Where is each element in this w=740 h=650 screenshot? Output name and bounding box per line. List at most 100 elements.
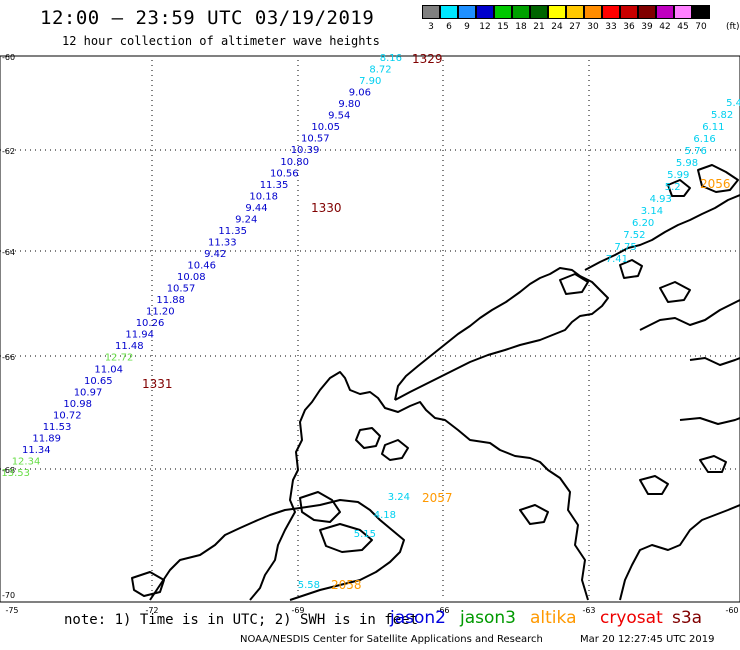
longitude-label: -72 — [145, 606, 158, 615]
wave-height-label: 6.11 — [702, 122, 724, 133]
legend-label: 15 — [497, 22, 509, 32]
wave-height-label: 10.56 — [270, 168, 299, 179]
pass-time-label: 1331 — [142, 377, 173, 391]
east-coastline-4 — [679, 417, 740, 425]
satellite-label-s3a: s3a — [672, 608, 703, 628]
legend-label: 70 — [695, 22, 707, 32]
wave-height-label: 10.39 — [291, 145, 320, 156]
island-coastline-5 — [131, 571, 165, 597]
wave-height-label: 3.14 — [641, 206, 663, 217]
legend-label: 39 — [641, 22, 653, 32]
satellite-label-cryosat: cryosat — [600, 608, 663, 628]
wave-height-label: 10.65 — [84, 376, 113, 387]
legend-swatch — [566, 5, 584, 19]
wave-height-label: 10.08 — [177, 272, 206, 283]
island-coastline-8 — [699, 455, 727, 473]
legend-label: 24 — [551, 22, 563, 32]
wave-height-label: 10.80 — [280, 157, 309, 168]
timestamp-text: Mar 20 12:27:45 UTC 2019 — [580, 634, 715, 645]
wave-height-label: 11.48 — [115, 341, 144, 352]
longitude-label: -60 — [725, 606, 738, 615]
wave-height-label: 9.80 — [338, 99, 360, 110]
island-coastline-10 — [667, 179, 691, 197]
legend-swatch — [494, 5, 512, 19]
latitude-label: -60 — [2, 53, 15, 62]
longitude-labels: -75 -72 -69 -66 -63 -60 — [5, 606, 738, 615]
legend-swatch — [656, 5, 674, 19]
island-coastline-9 — [697, 164, 739, 193]
wave-height-label: 10.72 — [53, 410, 82, 421]
pass-time-label: 1329 — [412, 52, 443, 66]
island-coastline-7 — [639, 475, 669, 495]
east-coastline-1 — [619, 504, 740, 601]
wave-height-label: 9.42 — [204, 249, 226, 260]
wave-height-label: 11.34 — [22, 445, 51, 456]
longitude-label: -63 — [582, 606, 595, 615]
latitude-label: -68 — [2, 466, 15, 475]
legend-label: 3 — [428, 22, 434, 32]
wave-height-label: 11.04 — [94, 364, 123, 375]
coastline — [131, 164, 740, 601]
footer-note: note: 1) Time is in UTC; 2) SWH is in fe… — [64, 612, 419, 628]
longitude-label: -75 — [5, 606, 18, 615]
latitude-label: -66 — [2, 353, 15, 362]
legend-label: 36 — [623, 22, 635, 32]
legend-swatch — [476, 5, 494, 19]
map-title: 12:00 – 23:59 UTC 03/19/2019 — [40, 7, 375, 29]
legend-swatch — [512, 5, 530, 19]
east-coastline-2 — [639, 299, 740, 331]
wave-height-label: 8.16 — [380, 53, 402, 64]
south-shetland-coastline — [584, 194, 740, 271]
satellite-label-jason2: jason2 — [390, 608, 446, 628]
map-subtitle: 12 hour collection of altimeter wave hei… — [62, 34, 380, 48]
wave-height-label: 5.15 — [354, 529, 376, 540]
latitude-label: -62 — [2, 147, 15, 156]
legend-swatch — [440, 5, 458, 19]
island-coastline-1 — [355, 427, 381, 449]
wave-height-label: 12.34 — [12, 456, 41, 467]
wave-height-label: 11.94 — [125, 330, 154, 341]
wave-height-label: 11.35 — [218, 226, 247, 237]
island-coastline-11 — [619, 259, 643, 279]
pass-time-label: 1330 — [311, 201, 342, 215]
wave-height-label: 4.18 — [374, 510, 396, 521]
wave-height-label: 9.24 — [235, 214, 257, 225]
legend-swatch — [530, 5, 548, 19]
credits-text: NOAA/NESDIS Center for Satellite Applica… — [240, 634, 543, 645]
legend-swatch — [674, 5, 692, 19]
wave-height-label: 5.99 — [667, 170, 689, 181]
wave-height-label: 11.89 — [32, 433, 61, 444]
longitude-label: -69 — [291, 606, 304, 615]
legend-swatch — [458, 5, 476, 19]
latitude-label: -64 — [2, 248, 15, 257]
legend-unit: (ft) — [726, 22, 740, 32]
legend-label: 21 — [533, 22, 545, 32]
wave-height-label: 10.97 — [74, 387, 103, 398]
longitude-label: -66 — [436, 606, 449, 615]
peninsula-coastline — [249, 267, 609, 601]
wave-height-label: 4.93 — [650, 194, 672, 205]
pass-time-labels: 1329 1330 1331 2056 2057 2058 — [142, 52, 731, 592]
wave-height-label: 11.35 — [260, 180, 289, 191]
legend-label: 33 — [605, 22, 617, 32]
map-frame — [0, 55, 740, 603]
alexander-island-coastline — [149, 499, 405, 601]
satellite-label-jason3: jason3 — [460, 608, 516, 628]
wave-height-label: 10.98 — [63, 399, 92, 410]
wave-height-label: 11.53 — [43, 422, 72, 433]
satellite-label-altika: altika — [530, 608, 577, 628]
wave-height-label: 3.24 — [388, 492, 410, 503]
pass-time-label: 2057 — [422, 491, 453, 505]
legend-label: 42 — [659, 22, 671, 32]
wave-height-label: 7.75 — [615, 242, 637, 253]
wave-height-label: 8.72 — [369, 65, 391, 76]
legend-label: 6 — [446, 22, 452, 32]
legend-swatch — [638, 5, 656, 19]
legend-label: 9 — [464, 22, 470, 32]
wave-height-label: 9.54 — [328, 111, 350, 122]
wave-height-label: 13.53 — [1, 468, 30, 479]
east-coastline-3 — [689, 357, 740, 366]
pass-time-label: 2056 — [700, 177, 731, 191]
legend-label: 27 — [569, 22, 581, 32]
